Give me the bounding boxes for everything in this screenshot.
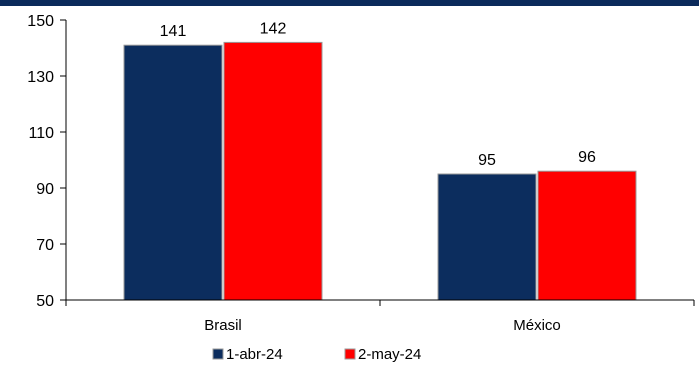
y-tick-label: 150 bbox=[27, 13, 54, 30]
y-tick-label: 130 bbox=[27, 69, 54, 86]
data-label: 96 bbox=[578, 149, 596, 166]
bar-brasil-series-1 bbox=[123, 44, 223, 301]
category-label: México bbox=[513, 317, 561, 334]
axes-layer bbox=[60, 19, 695, 306]
legend-label: 1-abr-24 bbox=[226, 346, 283, 363]
y-tick-label: 50 bbox=[36, 293, 54, 310]
y-tick-label: 70 bbox=[36, 237, 54, 254]
bar-mxico-series-1 bbox=[437, 173, 537, 301]
legend-label: 2-may-24 bbox=[358, 346, 421, 363]
data-label: 95 bbox=[478, 152, 496, 169]
legend: 1-abr-24 2-may-24 bbox=[212, 346, 421, 363]
bar-brasil-series-2 bbox=[223, 41, 323, 301]
category-label: Brasil bbox=[204, 317, 242, 334]
data-label: 142 bbox=[260, 20, 287, 37]
bar-mxico-series-2 bbox=[537, 170, 637, 301]
top-rule bbox=[0, 0, 699, 6]
legend-swatch bbox=[212, 348, 224, 360]
legend-swatch bbox=[344, 348, 356, 360]
data-label: 141 bbox=[160, 23, 187, 40]
y-tick-label: 90 bbox=[36, 181, 54, 198]
labels-layer: 141 142 Brasil 95 96 México 50 70 90 110 130 150 bbox=[27, 13, 596, 334]
bars-layer bbox=[123, 41, 637, 301]
y-tick-label: 110 bbox=[28, 125, 54, 142]
